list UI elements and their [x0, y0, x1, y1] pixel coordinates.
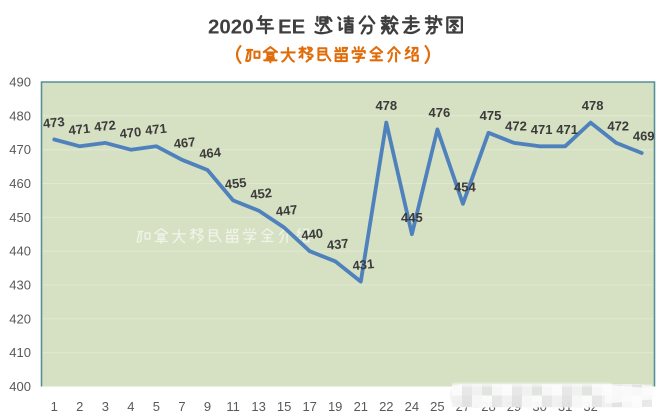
- svg-text:3: 3: [102, 399, 109, 414]
- svg-text:472: 472: [93, 117, 116, 134]
- svg-text:1: 1: [51, 399, 58, 414]
- svg-text:450: 450: [9, 210, 31, 225]
- svg-text:EE: EE: [278, 16, 305, 39]
- svg-text:475: 475: [480, 108, 502, 123]
- svg-text:472: 472: [505, 118, 527, 133]
- svg-text:471: 471: [556, 122, 578, 137]
- svg-text:440: 440: [301, 226, 324, 243]
- svg-text:2: 2: [76, 399, 83, 414]
- svg-text:431: 431: [352, 256, 375, 273]
- svg-text:25: 25: [430, 399, 444, 414]
- svg-text:478: 478: [582, 98, 604, 113]
- svg-text:430: 430: [9, 278, 31, 293]
- svg-text:490: 490: [9, 75, 31, 90]
- svg-text:454: 454: [454, 179, 476, 194]
- svg-text:15: 15: [277, 399, 291, 414]
- svg-text:5: 5: [153, 399, 160, 414]
- svg-text:470: 470: [9, 142, 31, 157]
- svg-text:452: 452: [250, 185, 273, 202]
- svg-text:467: 467: [173, 134, 196, 151]
- svg-text:472: 472: [607, 118, 629, 133]
- svg-text:471: 471: [531, 122, 553, 137]
- svg-text:17: 17: [302, 399, 316, 414]
- svg-text:455: 455: [224, 175, 247, 192]
- svg-text:471: 471: [144, 121, 167, 138]
- svg-text:7: 7: [178, 399, 185, 414]
- svg-text:13: 13: [251, 399, 265, 414]
- svg-text:460: 460: [9, 176, 31, 191]
- svg-text:24: 24: [405, 399, 419, 414]
- svg-text:469: 469: [633, 129, 655, 144]
- svg-text:480: 480: [9, 108, 31, 123]
- svg-text:437: 437: [326, 236, 349, 253]
- svg-text:400: 400: [9, 379, 31, 394]
- svg-text:19: 19: [328, 399, 342, 414]
- svg-text:2020: 2020: [208, 16, 254, 39]
- svg-text:420: 420: [9, 311, 31, 326]
- svg-text:9: 9: [204, 399, 211, 414]
- svg-text:22: 22: [379, 399, 393, 414]
- svg-text:11: 11: [226, 399, 240, 414]
- svg-text:447: 447: [275, 202, 298, 219]
- svg-text:464: 464: [198, 144, 222, 161]
- svg-text:410: 410: [9, 345, 31, 360]
- svg-text:21: 21: [354, 399, 368, 414]
- svg-text:473: 473: [42, 114, 65, 131]
- svg-text:471: 471: [68, 121, 91, 138]
- svg-text:478: 478: [375, 98, 397, 113]
- svg-text:476: 476: [429, 105, 451, 120]
- svg-text:440: 440: [9, 244, 31, 259]
- svg-text:4: 4: [127, 399, 134, 414]
- svg-text:470: 470: [119, 124, 142, 141]
- svg-text:445: 445: [401, 210, 423, 225]
